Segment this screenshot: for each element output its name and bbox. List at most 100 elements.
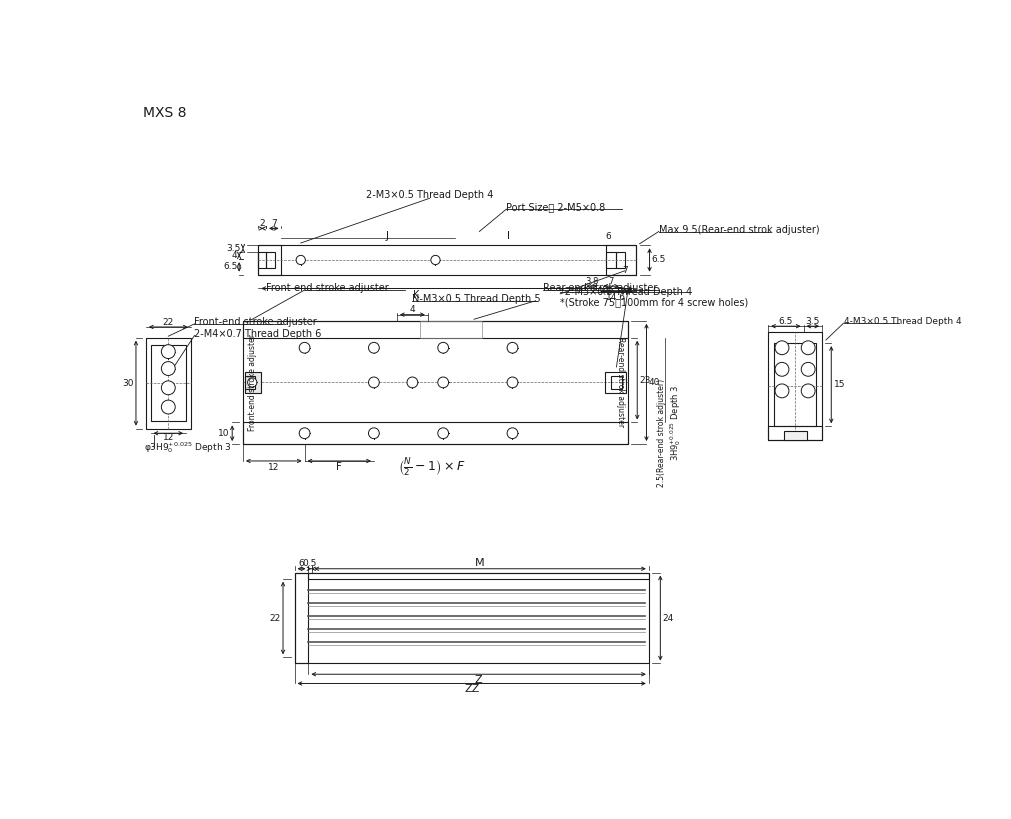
Circle shape (438, 342, 448, 353)
Text: 12: 12 (163, 433, 174, 442)
Text: 3H9$^{+0.025}_{0}$ Depth 3: 3H9$^{+0.025}_{0}$ Depth 3 (667, 384, 682, 460)
Text: 23: 23 (639, 376, 650, 385)
Text: N-M3×0.5 Thread Depth 5: N-M3×0.5 Thread Depth 5 (411, 294, 541, 304)
Circle shape (801, 341, 814, 355)
Text: Z: Z (474, 675, 482, 685)
Text: 30: 30 (122, 378, 133, 387)
Text: 3.8: 3.8 (584, 277, 598, 286)
Text: Port Size： 2-M5×0.8: Port Size： 2-M5×0.8 (506, 201, 605, 212)
Circle shape (507, 377, 518, 388)
Text: 40: 40 (648, 378, 659, 387)
Bar (420, 321, 481, 337)
Circle shape (438, 428, 448, 439)
Text: K: K (412, 290, 419, 300)
Circle shape (774, 341, 789, 355)
Text: I: I (507, 231, 510, 241)
Text: 4-M3×0.5 Thread Depth 4: 4-M3×0.5 Thread Depth 4 (843, 317, 960, 326)
Circle shape (774, 384, 789, 398)
Text: ZZ: ZZ (464, 684, 479, 694)
Circle shape (406, 377, 418, 388)
Text: 2-M4×0.7 Thread Depth 6: 2-M4×0.7 Thread Depth 6 (194, 329, 321, 339)
Text: 2: 2 (259, 219, 265, 229)
Text: M: M (475, 559, 484, 568)
Circle shape (299, 342, 309, 353)
Text: 6.5: 6.5 (651, 256, 665, 265)
Text: Rear-end strok adjuster: Rear-end strok adjuster (543, 283, 657, 293)
Text: 2-M3×0.5 Thread Depth 4: 2-M3×0.5 Thread Depth 4 (365, 190, 492, 201)
Circle shape (161, 400, 175, 414)
Text: 12: 12 (268, 463, 279, 472)
Text: 10: 10 (218, 428, 229, 437)
Circle shape (438, 377, 448, 388)
Text: 0.5: 0.5 (302, 559, 316, 568)
Text: Max.9.5(Rear-end strok adjuster): Max.9.5(Rear-end strok adjuster) (658, 225, 819, 235)
Bar (243, 321, 628, 337)
Circle shape (801, 384, 814, 398)
Text: 6.5: 6.5 (223, 262, 238, 271)
Text: 22: 22 (269, 613, 280, 622)
Circle shape (431, 256, 440, 265)
Circle shape (368, 377, 379, 388)
Circle shape (161, 345, 175, 359)
Text: J: J (385, 231, 388, 241)
Bar (615, 251, 624, 269)
Text: $\left(\frac{N}{2}-1\right)\times F$: $\left(\frac{N}{2}-1\right)\times F$ (397, 456, 465, 478)
Bar (258, 251, 266, 269)
Circle shape (368, 342, 379, 353)
Text: Front-end stroke adjuster: Front-end stroke adjuster (248, 334, 257, 431)
Text: F: F (336, 462, 342, 472)
Text: 3.5: 3.5 (226, 244, 241, 253)
Bar (258, 246, 635, 274)
Bar (783, 431, 806, 440)
Circle shape (801, 362, 814, 376)
Circle shape (161, 381, 175, 395)
Bar (146, 337, 190, 428)
Text: 7: 7 (271, 219, 276, 229)
Bar (605, 372, 626, 393)
Bar (151, 346, 186, 421)
Bar (308, 572, 648, 579)
Bar (606, 251, 615, 269)
Text: 14.6: 14.6 (606, 293, 626, 302)
Circle shape (774, 362, 789, 376)
Circle shape (299, 428, 309, 439)
Bar (767, 427, 821, 440)
Text: 2.5(Rear-end strok adjuster): 2.5(Rear-end strok adjuster) (656, 379, 665, 487)
Text: MXS 8: MXS 8 (143, 106, 186, 120)
Text: Rear-end strok adjuster: Rear-end strok adjuster (615, 337, 624, 428)
Text: 6.5: 6.5 (777, 317, 793, 326)
Bar (606, 246, 635, 274)
Text: 3.5: 3.5 (805, 317, 819, 326)
Bar (294, 572, 308, 663)
Circle shape (507, 428, 518, 439)
Text: 22: 22 (163, 318, 174, 327)
Circle shape (248, 378, 257, 387)
Text: *2-M3×0.5 Thread Depth 4: *2-M3×0.5 Thread Depth 4 (560, 287, 692, 296)
Bar (767, 333, 821, 440)
Bar (773, 343, 815, 427)
Text: φ3H9$^{+0.025}_{0}$ Depth 3: φ3H9$^{+0.025}_{0}$ Depth 3 (145, 440, 232, 455)
Bar (245, 376, 255, 388)
Text: Front-end stroke adjuster: Front-end stroke adjuster (194, 317, 316, 328)
Text: *(Stroke 75、100mm for 4 screw holes): *(Stroke 75、100mm for 4 screw holes) (560, 297, 748, 307)
Text: 6: 6 (298, 559, 304, 568)
Text: 15: 15 (833, 380, 844, 389)
Text: 6: 6 (606, 232, 611, 241)
Text: 24: 24 (662, 613, 673, 622)
Bar (266, 251, 275, 269)
Text: 7: 7 (622, 266, 627, 275)
Circle shape (368, 428, 379, 439)
Text: 7: 7 (608, 277, 613, 286)
Bar (611, 376, 621, 388)
Text: 4: 4 (232, 251, 238, 260)
Bar (243, 321, 628, 444)
Circle shape (507, 342, 518, 353)
Bar (294, 572, 648, 663)
Text: Front-end stroke adjuster: Front-end stroke adjuster (266, 283, 388, 293)
Bar (258, 246, 281, 274)
Bar (245, 372, 261, 393)
Text: 4: 4 (409, 305, 415, 314)
Circle shape (296, 256, 305, 265)
Bar (243, 423, 628, 444)
Circle shape (161, 362, 175, 375)
